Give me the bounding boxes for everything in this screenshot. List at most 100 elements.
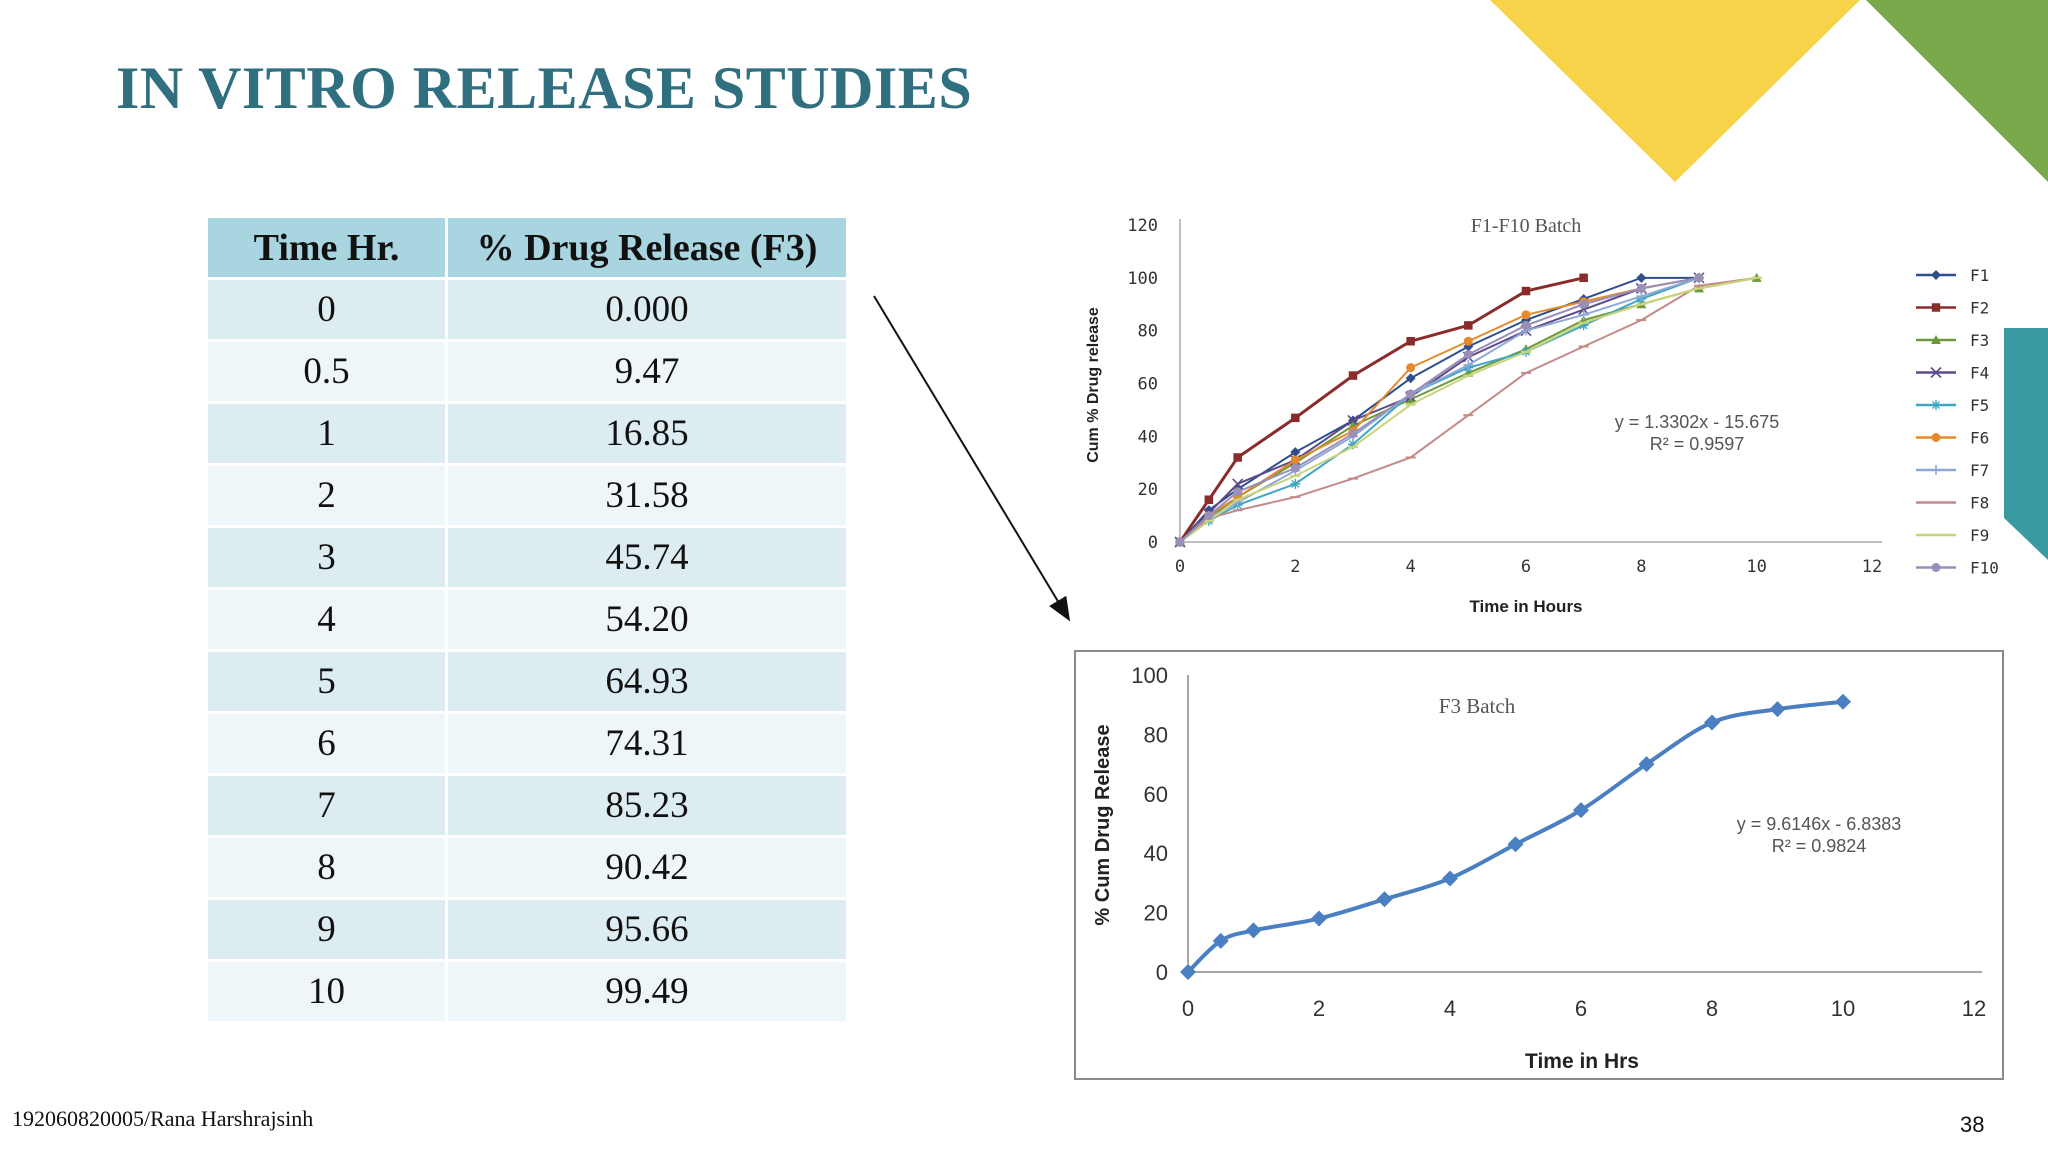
chart2-data-point — [1212, 932, 1229, 949]
chart1-legend-label: F9 — [1970, 526, 1989, 545]
chart1-data-point — [1233, 487, 1243, 497]
chart2-x-axis-label: Time in Hrs — [1525, 1050, 1639, 1073]
chart1-data-point — [1636, 272, 1647, 283]
release-cell: 74.31 — [448, 714, 849, 776]
time-cell: 0 — [208, 280, 448, 342]
chart2-data-point — [1573, 802, 1589, 819]
chart1-data-point — [1348, 371, 1358, 380]
chart1-data-point — [1578, 320, 1589, 331]
chart1-y-tick-label: 20 — [1138, 480, 1158, 500]
chart1-y-tick-label: 60 — [1138, 375, 1158, 395]
chart1-data-point — [1406, 336, 1415, 346]
chart1-x-tick-label: 10 — [1746, 557, 1766, 577]
chart1-y-tick-label: 40 — [1138, 427, 1158, 447]
time-cell: 8 — [208, 838, 448, 900]
decorative-green-triangle — [1866, 0, 2048, 182]
table-row: 9 95.66 — [208, 900, 849, 962]
chart1-x-axis-label: Time in Hours — [1469, 597, 1582, 616]
release-cell: 99.49 — [448, 962, 849, 1024]
chart1-data-point — [1521, 310, 1531, 320]
chart1-legend-marker — [1931, 335, 1941, 344]
time-cell: 10 — [208, 962, 448, 1024]
chart2-y-tick-label: 80 — [1144, 722, 1168, 747]
chart1-data-point — [1348, 439, 1358, 450]
release-cell: 95.66 — [448, 900, 849, 962]
time-cell: 7 — [208, 776, 448, 838]
chart1-data-point — [1290, 463, 1300, 473]
chart2-data-point — [1769, 701, 1786, 718]
chart1-legend-label: F8 — [1970, 494, 1989, 513]
chart2-frame — [1074, 650, 2004, 1080]
chart2-y-tick-label: 100 — [1131, 663, 1168, 688]
table-row: 0.5 9.47 — [208, 342, 849, 404]
chart1-series-line — [1179, 276, 1757, 543]
chart1-legend-item: F2 — [1916, 299, 1989, 318]
table-row: 5 64.93 — [208, 652, 849, 714]
release-cell: 0.000 — [448, 280, 849, 342]
table-header-row: Time Hr. % Drug Release (F3) — [208, 218, 849, 280]
chart1-legend-marker — [1931, 465, 1941, 475]
chart1-data-point — [1290, 447, 1301, 458]
chart1-legend-marker — [1930, 366, 1942, 379]
chart1-data-point — [1521, 320, 1531, 330]
chart2-data-point — [1507, 836, 1524, 853]
chart1-x-tick-label: 6 — [1521, 557, 1531, 577]
release-cell: 54.20 — [448, 590, 849, 652]
chart2-series-F3 — [1180, 693, 1851, 980]
release-data-table: Time Hr. % Drug Release (F3) 0 0.000 0.5 9.… — [208, 218, 849, 1024]
chart1-legend-label: F10 — [1970, 559, 1999, 578]
chart1-data-point — [1579, 273, 1588, 283]
chart2-data-point — [1704, 714, 1720, 731]
chart1-x-tick-label: 8 — [1636, 557, 1646, 577]
chart2-y-tick-label: 60 — [1144, 782, 1168, 807]
chart1-data-point — [1406, 363, 1416, 373]
decorative-teal-triangle — [2004, 328, 2048, 560]
release-cell: 64.93 — [448, 652, 849, 714]
chart1-legend-item: F10 — [1916, 559, 1999, 578]
release-cell: 45.74 — [448, 528, 849, 590]
chart1-data-point — [1204, 495, 1214, 504]
chart1-data-point — [1290, 478, 1301, 489]
chart1-data-point — [1463, 360, 1474, 371]
chart1-data-point — [1406, 389, 1416, 399]
chart1-legend-marker — [1931, 303, 1941, 312]
chart1-legend-item: F8 — [1916, 494, 1989, 513]
chart1-legend-item: F3 — [1916, 331, 1989, 350]
chart1-data-point — [1521, 286, 1531, 296]
chart1-data-point — [1233, 453, 1242, 462]
chart1-y-tick-label: 0 — [1148, 533, 1158, 553]
release-cell: 9.47 — [448, 342, 849, 404]
chart1-background — [1070, 205, 2000, 620]
chart1-data-point — [1232, 478, 1244, 490]
chart1-data-point — [1463, 336, 1473, 346]
chart1-data-point — [1694, 273, 1704, 283]
chart1-legend-label: F3 — [1970, 331, 1989, 350]
chart1-legend-marker — [1931, 433, 1941, 442]
chart2-y-tick-label: 0 — [1156, 960, 1168, 985]
chart1-legend-label: F2 — [1970, 299, 1989, 318]
chart1-data-point — [1636, 291, 1647, 302]
chart1-y-axis-label: Cum % Drug release — [1085, 307, 1102, 463]
table-row: 0 0.000 — [208, 280, 849, 342]
release-cell: 31.58 — [448, 466, 849, 528]
chart1-legend-item: F1 — [1916, 266, 1989, 285]
chart1-y-tick-label: 80 — [1138, 322, 1158, 342]
chart1-data-point — [1636, 283, 1646, 293]
chart1-equation: y = 1.3302x - 15.675 — [1615, 412, 1780, 432]
slide-title: IN VITRO RELEASE STUDIES — [116, 55, 973, 121]
chart1-x-tick-label: 4 — [1406, 557, 1416, 577]
chart1-legend-label: F1 — [1970, 266, 1989, 285]
f1-f10-batch-chart: 0 20 40 60 80 100 120 0 2 4 6 8 10 12 F1-F10 Batch Time… — [1070, 205, 2000, 620]
chart1-legend-item: F7 — [1916, 461, 1989, 480]
release-cell: 16.85 — [448, 404, 849, 466]
chart1-data-point — [1463, 349, 1473, 359]
chart2-data-point — [1311, 910, 1327, 927]
footer-author-id: 192060820005/Rana Harshrajsinh — [12, 1106, 314, 1131]
table-row: 2 31.58 — [208, 466, 849, 528]
chart1-legend-item: F6 — [1916, 429, 1989, 448]
f3-batch-chart: 0 20 40 60 80 100 0 2 4 6 8 10 12 F3 Batch Time in Hrs… — [1074, 650, 2004, 1080]
chart1-data-point — [1290, 455, 1300, 465]
chart1-legend-label: F6 — [1970, 429, 1989, 448]
time-cell: 9 — [208, 900, 448, 962]
chart2-data-point — [1245, 922, 1262, 939]
